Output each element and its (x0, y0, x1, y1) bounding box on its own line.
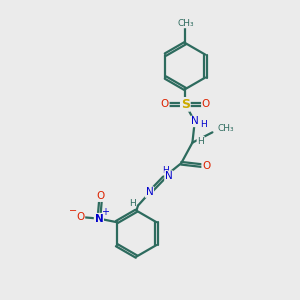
Text: S: S (181, 98, 190, 111)
Text: N: N (191, 116, 199, 126)
Text: O: O (96, 191, 104, 201)
Text: H: H (197, 137, 204, 146)
Text: H: H (200, 121, 207, 130)
Text: N: N (146, 187, 153, 197)
Text: H: H (129, 199, 135, 208)
Text: N: N (94, 214, 103, 224)
Text: O: O (76, 212, 85, 222)
Text: O: O (202, 99, 210, 110)
Text: N: N (165, 171, 173, 181)
Text: H: H (162, 166, 169, 175)
Text: CH₃: CH₃ (177, 19, 194, 28)
Text: −: − (69, 206, 77, 216)
Text: O: O (202, 161, 210, 171)
Text: O: O (160, 99, 169, 110)
Text: +: + (101, 207, 109, 217)
Text: CH₃: CH₃ (218, 124, 234, 133)
